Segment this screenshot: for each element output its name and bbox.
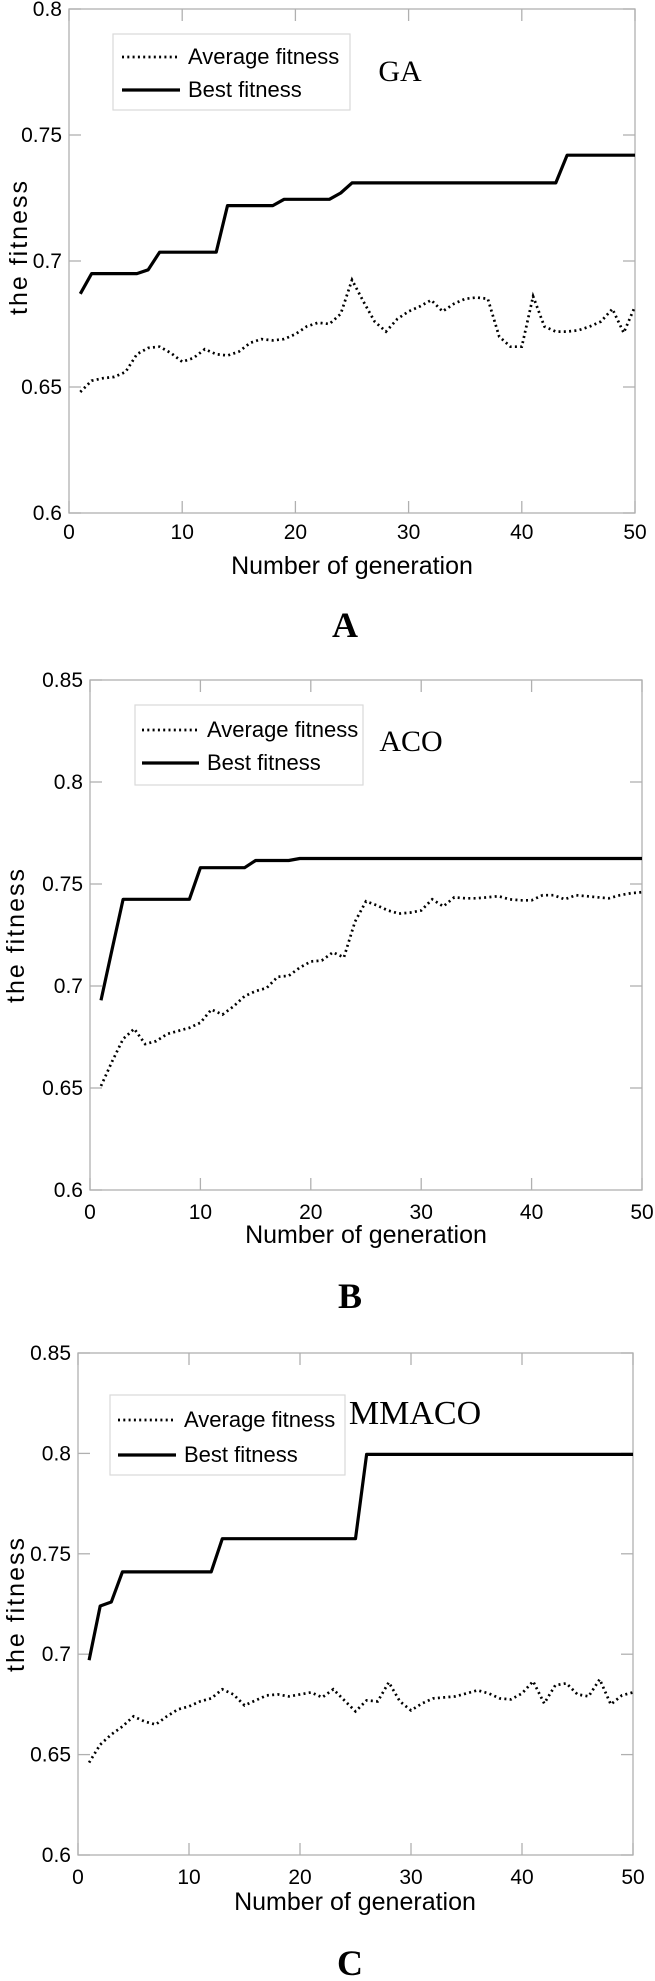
chart-ga-title: GA <box>378 55 422 88</box>
x-tick-label: 20 <box>299 1201 322 1224</box>
mmaco-average-fitness-line <box>87 1676 634 1764</box>
legend-average-label: Average fitness <box>184 1407 335 1432</box>
legend-box <box>112 33 351 111</box>
x-tick-label: 10 <box>171 521 194 544</box>
chart-ga-legend: Average fitness Best fitness <box>112 33 351 111</box>
chart-ga-ylabel: the fitness <box>5 179 33 315</box>
x-tick-label: 40 <box>510 1866 533 1889</box>
chart-aco-caption: B <box>338 1276 362 1316</box>
x-tick-label: 0 <box>72 1866 84 1889</box>
y-tick-label: 0.85 <box>30 1342 71 1365</box>
aco-best-fitness-line <box>99 856 642 1001</box>
chart-aco-legend: Average fitness Best fitness <box>134 704 364 786</box>
x-tick-label: 0 <box>84 1201 96 1224</box>
y-tick-label: 0.7 <box>54 975 83 998</box>
y-tick-label: 0.8 <box>54 771 83 794</box>
chart-aco-plot-area: 0 10 20 30 40 50 0.85 0.8 0.75 0.7 0.65 0.6 <box>42 669 654 1224</box>
chart-ga: 0 10 20 30 40 50 0.8 0.75 0.7 0.65 0.6 Average fit… <box>5 0 647 645</box>
y-tick-label: 0.6 <box>54 1179 83 1202</box>
chart-ga-caption: A <box>332 605 358 645</box>
y-tick-label: 0.75 <box>30 1543 71 1566</box>
y-tick-label: 0.7 <box>42 1643 71 1666</box>
legend-average-label: Average fitness <box>188 44 339 69</box>
y-tick-label: 0.75 <box>21 124 62 147</box>
y-tick-label: 0.8 <box>33 0 62 21</box>
chart-aco-xlabel: Number of generation <box>245 1221 487 1249</box>
x-tick-label: 30 <box>397 521 420 544</box>
x-tick-label: 40 <box>510 521 533 544</box>
x-tick-label: 50 <box>623 521 646 544</box>
legend-best-label: Best fitness <box>184 1442 298 1467</box>
legend-box <box>109 1394 346 1476</box>
ga-best-fitness-line <box>78 153 635 295</box>
y-tick-label: 0.85 <box>42 669 83 692</box>
y-tick-label: 0.6 <box>42 1844 71 1867</box>
y-tick-label: 0.65 <box>42 1077 83 1100</box>
x-tick-label: 30 <box>410 1201 433 1224</box>
x-tick-label: 10 <box>189 1201 212 1224</box>
x-tick-label: 40 <box>520 1201 543 1224</box>
aco-average-fitness-line <box>99 890 643 1087</box>
chart-aco-title: ACO <box>379 725 442 758</box>
chart-aco: 0 10 20 30 40 50 0.85 0.8 0.75 0.7 0.65 0.6 Average… <box>2 669 654 1316</box>
chart-mmaco-xlabel: Number of generation <box>234 1888 476 1916</box>
chart-mmaco-caption: C <box>337 1943 363 1981</box>
x-tick-label: 50 <box>621 1866 644 1889</box>
x-tick-label: 30 <box>399 1866 422 1889</box>
y-tick-label: 0.6 <box>33 502 62 525</box>
y-tick-label: 0.8 <box>42 1442 71 1465</box>
axes-box <box>77 1352 634 1856</box>
legend-best-label: Best fitness <box>207 750 321 775</box>
x-tick-label: 20 <box>288 1866 311 1889</box>
ga-average-fitness-line <box>79 276 637 393</box>
mmaco-best-fitness-line <box>87 1452 633 1661</box>
y-tick-label: 0.75 <box>42 873 83 896</box>
x-tick-label: 20 <box>284 521 307 544</box>
chart-mmaco-ylabel: the fitness <box>2 1536 30 1672</box>
y-tick-label: 0.65 <box>21 376 62 399</box>
chart-mmaco-title: MMACO <box>349 1395 481 1432</box>
legend-average-label: Average fitness <box>207 717 358 742</box>
y-tick-label: 0.7 <box>33 250 62 273</box>
axes-box <box>89 679 643 1191</box>
y-tick-label: 0.65 <box>30 1744 71 1767</box>
chart-mmaco-plot-area: 0 10 20 30 40 50 0.85 0.8 0.75 0.7 0.65 0.6 <box>30 1342 645 1889</box>
x-tick-label: 0 <box>63 521 75 544</box>
chart-mmaco: 0 10 20 30 40 50 0.85 0.8 0.75 0.7 0.65 0.6 Average… <box>2 1342 645 1981</box>
legend-best-label: Best fitness <box>188 77 302 102</box>
x-tick-label: 50 <box>630 1201 653 1224</box>
chart-ga-plot-area: 0 10 20 30 40 50 0.8 0.75 0.7 0.65 0.6 <box>21 0 647 544</box>
legend-box <box>134 704 364 786</box>
x-tick-label: 10 <box>177 1866 200 1889</box>
chart-ga-xlabel: Number of generation <box>231 552 473 580</box>
chart-mmaco-legend: Average fitness Best fitness <box>109 1394 346 1476</box>
chart-aco-ylabel: the fitness <box>2 867 30 1003</box>
